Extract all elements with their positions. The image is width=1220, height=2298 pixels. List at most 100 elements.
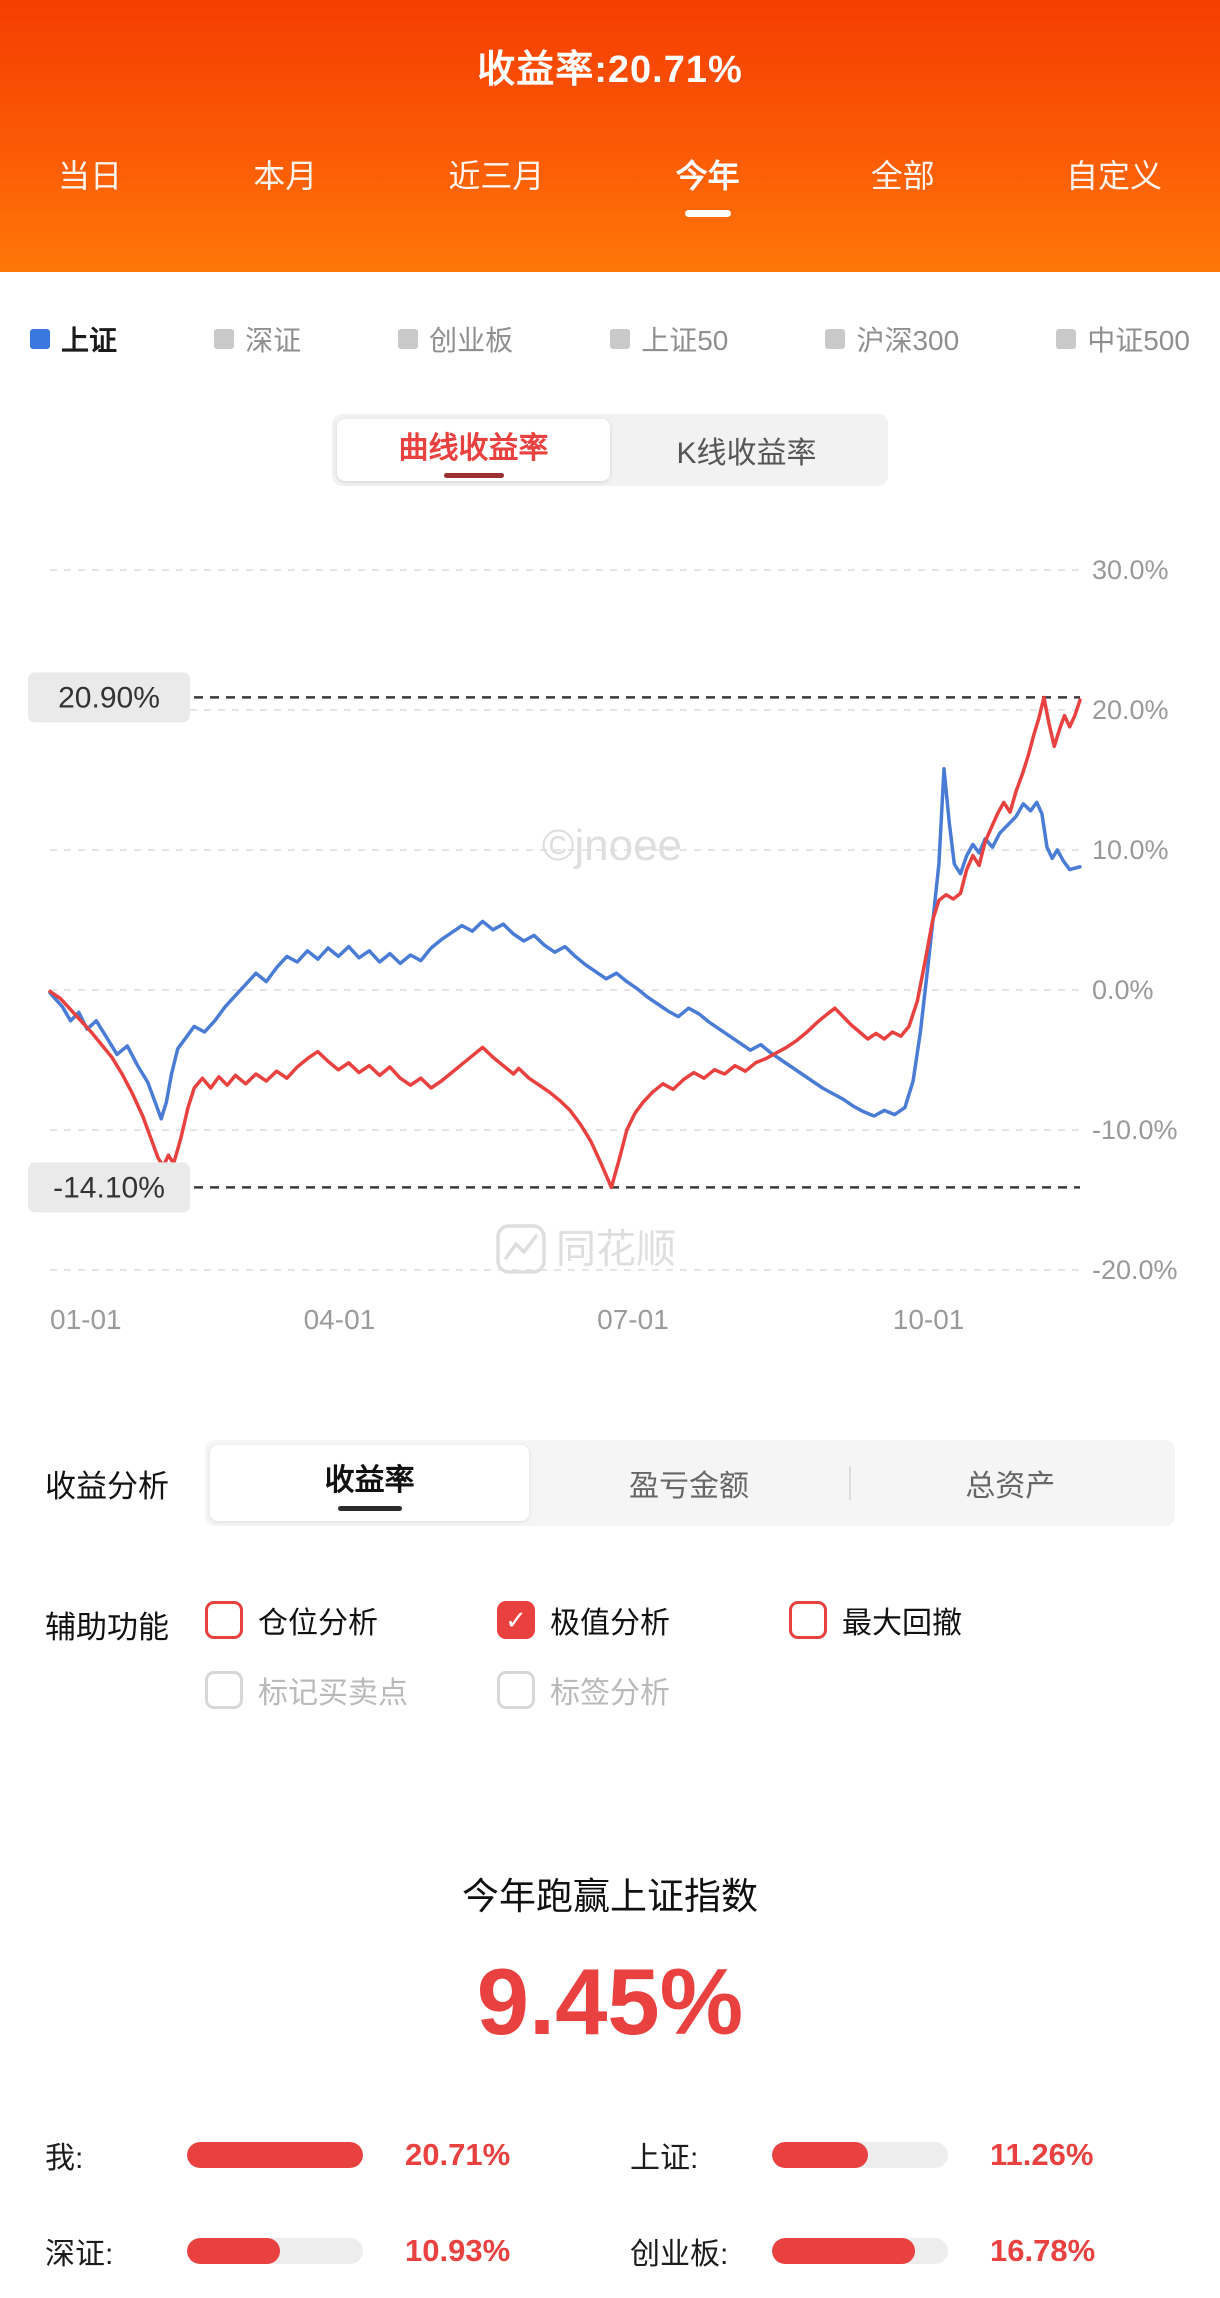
stat-bar xyxy=(187,2238,363,2265)
checkbox-label: 标记买卖点 xyxy=(258,1677,408,1710)
checkbox-label: 标签分析 xyxy=(550,1677,670,1710)
tab-today[interactable]: 当日 xyxy=(58,151,122,197)
stat-bar-fill xyxy=(772,2142,868,2169)
stat-row-szse: 深证: 10.93% xyxy=(45,2229,590,2273)
period-tabs: 当日 本月 近三月 今年 全部 自定义 xyxy=(0,151,1220,217)
checkbox-unchecked-icon xyxy=(789,1601,827,1639)
color-swatch-icon xyxy=(398,329,419,349)
stat-label: 创业板: xyxy=(630,2238,729,2272)
legend-label: 上证50 xyxy=(641,325,729,356)
aux-grid: 仓位分析 ✓ 极值分析 最大回撤 标记买卖点 标签分析 xyxy=(205,1598,1175,1738)
legend-label: 深证 xyxy=(245,325,302,356)
legend-item-csi500[interactable]: 中证500 xyxy=(1056,319,1190,359)
legend-item-chinext[interactable]: 创业板 xyxy=(398,319,513,359)
svg-text:-14.10%: -14.10% xyxy=(53,1171,165,1204)
legend-item-sse50[interactable]: 上证50 xyxy=(610,319,728,359)
x-axis-labels: 01-01 04-01 07-01 10-01 xyxy=(50,1304,1080,1348)
legend-label: 沪深300 xyxy=(856,325,960,356)
stat-value: 16.78% xyxy=(990,2233,1096,2269)
seg-label: 盈亏金额 xyxy=(628,1470,749,1503)
stat-value: 11.26% xyxy=(990,2137,1094,2173)
svg-text:0.0%: 0.0% xyxy=(1092,975,1154,1005)
tab-label: 当日 xyxy=(58,158,123,194)
legend-item-sse[interactable]: 上证 xyxy=(30,319,117,359)
x-tick-label: 04-01 xyxy=(303,1304,376,1335)
x-tick-label: 01-01 xyxy=(50,1304,122,1335)
svg-text:同花顺: 同花顺 xyxy=(556,1228,676,1272)
checkbox-unchecked-icon xyxy=(205,1601,243,1639)
toggle-curve-returns[interactable]: 曲线收益率 xyxy=(337,419,610,481)
stat-bar xyxy=(187,2142,363,2169)
aux-row-2: 标记买卖点 标签分析 xyxy=(205,1668,1175,1712)
checkbox-label: 仓位分析 xyxy=(258,1607,378,1640)
legend-label: 上证 xyxy=(61,325,118,356)
tab-last-3-months[interactable]: 近三月 xyxy=(448,151,544,197)
stat-value: 20.71% xyxy=(405,2137,511,2173)
tab-label: 本月 xyxy=(253,158,318,194)
stat-bar xyxy=(772,2238,948,2265)
tab-all[interactable]: 全部 xyxy=(871,151,935,197)
x-tick-label: 10-01 xyxy=(892,1304,965,1335)
toggle-kline-returns[interactable]: K线收益率 xyxy=(610,419,883,481)
checkbox-position-analysis[interactable]: 仓位分析 xyxy=(205,1598,497,1642)
seg-label: 收益率 xyxy=(324,1464,415,1497)
tab-label: 自定义 xyxy=(1065,158,1162,194)
stats-grid: 我: 20.71% 上证: 11.26% 深证: 10.93% 创业板: 16.… xyxy=(0,2133,1220,2273)
analysis-label: 收益分析 xyxy=(45,1468,169,1504)
summary-caption: 今年跑赢上证指数 xyxy=(462,1876,758,1917)
x-tick-label: 07-01 xyxy=(597,1304,669,1335)
stat-row-chinext: 创业板: 16.78% xyxy=(630,2229,1175,2273)
svg-text:©jnoee: ©jnoee xyxy=(542,821,682,870)
tab-this-year[interactable]: 今年 xyxy=(676,151,740,217)
toggle-label: 曲线收益率 xyxy=(398,431,549,465)
seg-pnl-amount[interactable]: 盈亏金额 xyxy=(529,1445,848,1521)
stat-bar-fill xyxy=(772,2238,915,2265)
returns-chart[interactable]: 30.0% 20.0% 10.0% 0.0% -10.0% -20.0% ©jnoee 同花顺… xyxy=(0,530,1220,1348)
selected-toggle-underline xyxy=(443,472,504,478)
checkbox-checked-icon: ✓ xyxy=(497,1601,535,1639)
tab-custom[interactable]: 自定义 xyxy=(1066,151,1162,197)
seg-total-assets[interactable]: 总资产 xyxy=(851,1445,1170,1521)
checkbox-label: 极值分析 xyxy=(550,1607,670,1640)
analysis-section: 收益分析 收益率 盈亏金额 总资产 xyxy=(0,1440,1220,1526)
svg-text:10.0%: 10.0% xyxy=(1092,835,1169,865)
checkbox-max-drawdown[interactable]: 最大回撤 xyxy=(789,1598,962,1642)
color-swatch-icon xyxy=(825,329,846,349)
legend-item-hs300[interactable]: 沪深300 xyxy=(825,319,959,359)
stat-bar-fill xyxy=(187,2238,280,2265)
toggle-label: K线收益率 xyxy=(676,437,817,470)
stat-label: 我: xyxy=(45,2142,84,2176)
legend-item-szse[interactable]: 深证 xyxy=(214,319,301,359)
tab-this-month[interactable]: 本月 xyxy=(253,151,317,197)
svg-text:-10.0%: -10.0% xyxy=(1092,1115,1178,1145)
checkbox-tag-analysis[interactable]: 标签分析 xyxy=(497,1668,670,1712)
summary-value: 9.45% xyxy=(476,1949,744,2054)
selected-tab-underline xyxy=(684,210,731,217)
chart-type-toggle-wrap: 曲线收益率 K线收益率 xyxy=(0,414,1220,486)
seg-return-rate[interactable]: 收益率 xyxy=(210,1445,530,1521)
stat-label: 上证: xyxy=(630,2142,699,2176)
stat-bar xyxy=(772,2142,948,2169)
checkbox-unchecked-icon xyxy=(205,1671,243,1709)
checkbox-mark-trades[interactable]: 标记买卖点 xyxy=(205,1668,497,1712)
tab-label: 全部 xyxy=(870,158,935,194)
checkbox-label: 最大回撤 xyxy=(842,1607,962,1640)
color-swatch-icon xyxy=(1056,329,1077,349)
svg-text:20.90%: 20.90% xyxy=(58,681,160,714)
color-swatch-icon xyxy=(30,329,50,349)
seg-label: 总资产 xyxy=(965,1470,1056,1503)
chart-type-toggle: 曲线收益率 K线收益率 xyxy=(332,414,888,486)
color-swatch-icon xyxy=(610,329,631,349)
svg-text:30.0%: 30.0% xyxy=(1092,555,1169,585)
stat-value: 10.93% xyxy=(405,2233,511,2269)
legend-label: 中证500 xyxy=(1087,325,1190,356)
returns-metric-segmented: 收益率 盈亏金额 总资产 xyxy=(205,1440,1175,1526)
stat-bar-fill xyxy=(187,2142,363,2169)
stat-row-me: 我: 20.71% xyxy=(45,2133,590,2177)
tab-label: 近三月 xyxy=(448,158,545,194)
color-swatch-icon xyxy=(214,329,235,349)
checkbox-extreme-analysis[interactable]: ✓ 极值分析 xyxy=(497,1598,789,1642)
seg-divider xyxy=(848,1466,851,1500)
returns-line-chart[interactable]: 30.0% 20.0% 10.0% 0.0% -10.0% -20.0% ©jnoee 同花顺… xyxy=(0,530,1220,1300)
